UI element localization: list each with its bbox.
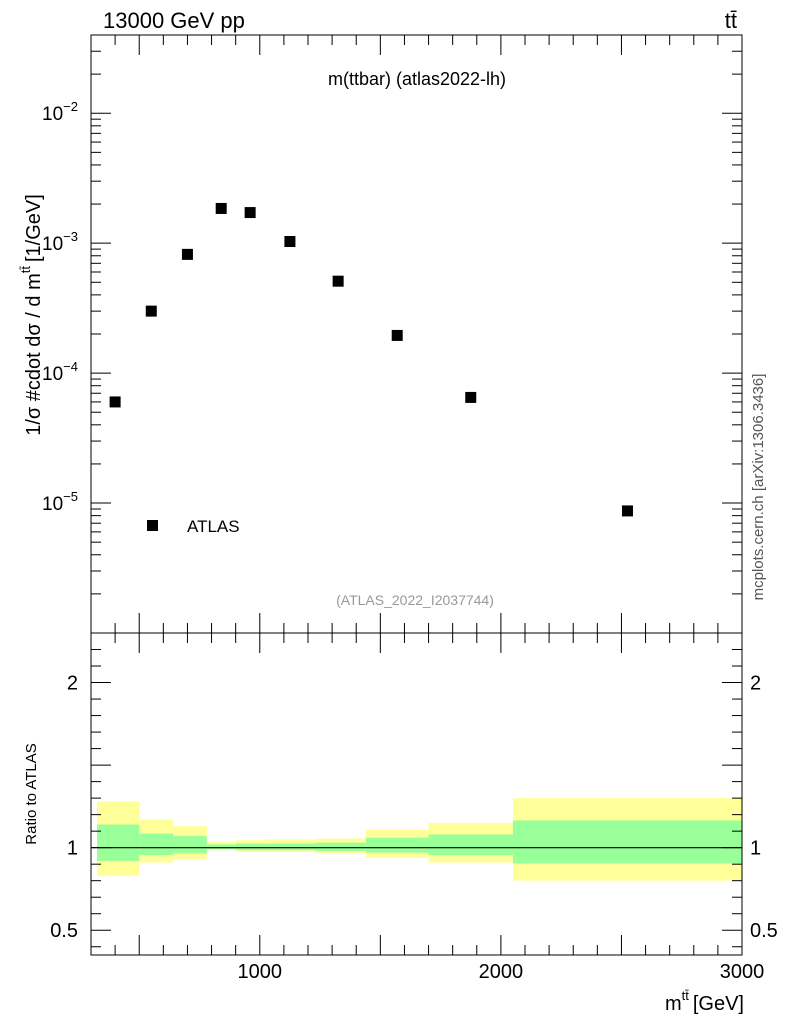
ratio-y-tick-label: 2 (67, 673, 78, 695)
data-point (181, 248, 193, 260)
uncertainty-band-inner (315, 842, 366, 851)
main-y-tick-label: 10−5 (42, 489, 78, 515)
uncertainty-band-inner (365, 837, 429, 853)
uncertainty-band-inner (97, 824, 140, 861)
main-plot-frame (90, 34, 743, 634)
main-plot-panel: 10−2 10−3 10−4 10−5 m(ttbar) (atlas2022-lh)… (18, 34, 743, 634)
data-point (215, 202, 227, 214)
ratio-plot-panel: 2 2 1 1 0.5 0.5 1000 2000 3000 Ratio to ATLAS mt… (23, 632, 778, 1015)
data-point (284, 236, 296, 248)
ratio-y-tick-label-right: 1 (750, 838, 761, 860)
source-side-label: mcplots.cern.ch [arXiv:1306.3436] (750, 374, 767, 601)
legend: ATLAS (147, 517, 240, 536)
legend-label-atlas: ATLAS (187, 517, 240, 536)
ratio-y-tick-label: 0.5 (50, 920, 78, 942)
process-label: tt̄ (725, 8, 737, 33)
ratio-y-tick-label: 1 (67, 838, 78, 860)
main-y-tick-label: 10−3 (42, 229, 78, 255)
main-y-axis-label: 1/σ #cdot dσ / d mtt̄[1/GeV] (18, 194, 45, 436)
ratio-y-tick-label-right: 0.5 (750, 920, 778, 942)
x-tick-label: 3000 (720, 961, 765, 983)
x-tick-label: 2000 (479, 961, 524, 983)
x-axis-label: mtt̄ [GeV] (665, 988, 744, 1015)
uncertainty-band-inner (235, 843, 265, 851)
main-y-tick-label: 10−2 (42, 99, 78, 125)
uncertainty-band-inner (139, 833, 173, 856)
data-point (465, 391, 477, 403)
data-point (145, 305, 157, 317)
plot-title: m(ttbar) (atlas2022-lh) (328, 69, 506, 89)
uncertainty-band-inner (512, 820, 742, 864)
x-tick-label: 1000 (238, 961, 283, 983)
data-point (621, 505, 633, 517)
ratio-y-axis-label: Ratio to ATLAS (23, 743, 40, 844)
main-y-tick-label: 10−4 (42, 359, 78, 385)
data-point (109, 396, 121, 408)
uncertainty-band-inner (428, 834, 513, 856)
uncertainty-band-inner (206, 844, 236, 850)
legend-marker (147, 520, 158, 531)
data-point (332, 275, 344, 287)
ratio-plot-frame (90, 632, 743, 956)
data-point (244, 207, 256, 219)
uncertainty-band-inner (264, 843, 316, 851)
ratio-y-tick-label-right: 2 (750, 673, 761, 695)
energy-label: 13000 GeV pp (103, 8, 245, 33)
data-point (391, 329, 403, 341)
analysis-watermark: (ATLAS_2022_I2037744) (336, 592, 494, 608)
uncertainty-band-inner (172, 836, 207, 854)
